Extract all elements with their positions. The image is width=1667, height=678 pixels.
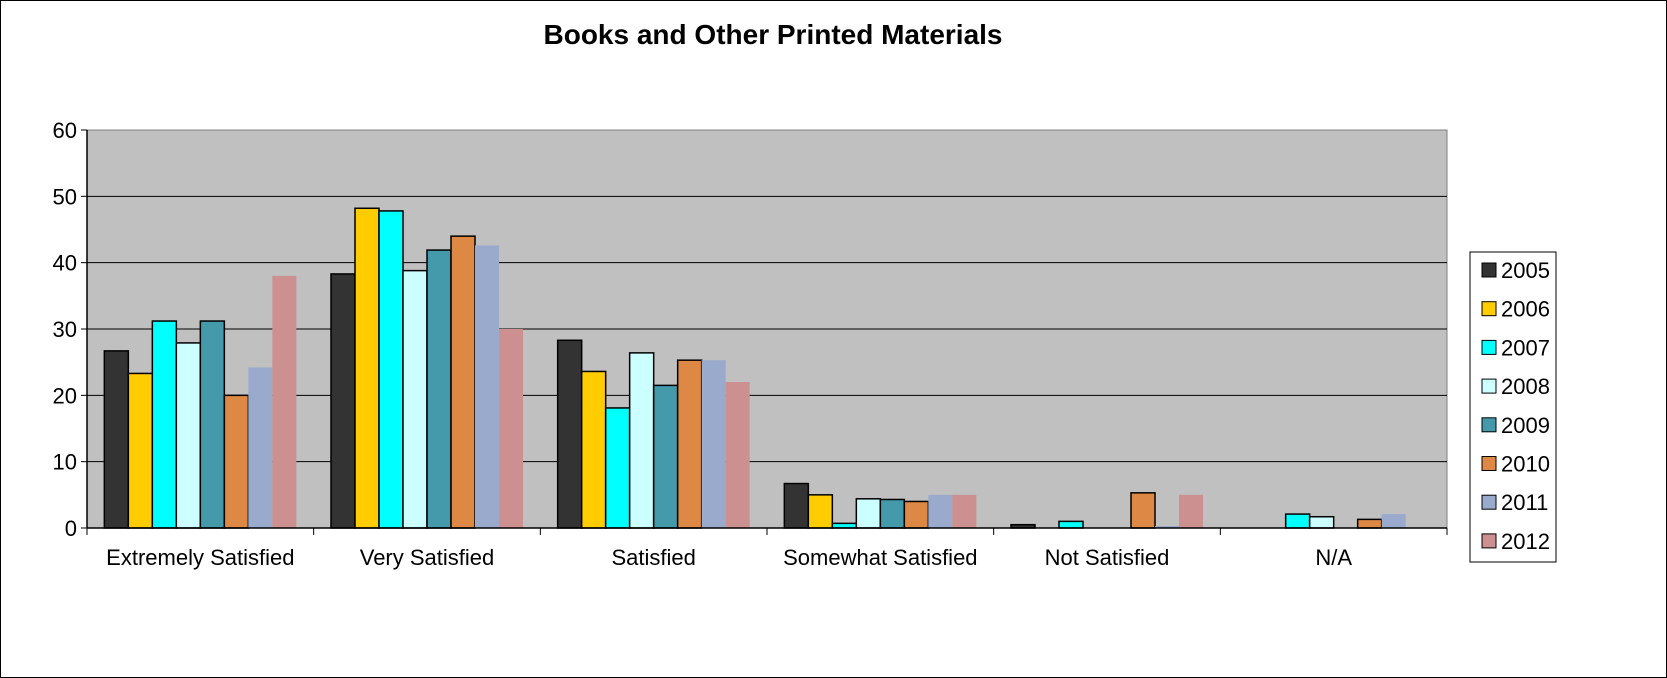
bar-2009-0 xyxy=(199,320,226,529)
bar-2008-2 xyxy=(628,352,655,529)
bar-2005-3 xyxy=(783,482,810,529)
y-tick-label: 30 xyxy=(53,317,77,342)
bar-2010-3 xyxy=(903,500,930,529)
bar-2008-0 xyxy=(175,342,202,529)
bar-2007-0 xyxy=(151,320,178,529)
x-tick-label: Somewhat Satisfied xyxy=(783,545,977,570)
y-tick-label: 10 xyxy=(53,450,77,475)
bar-2005-2 xyxy=(556,339,583,529)
bar-2008-3 xyxy=(855,498,882,529)
bar-2012-2 xyxy=(725,382,750,528)
bar-2005-0 xyxy=(103,350,130,529)
bar-2008-5 xyxy=(1308,515,1335,529)
legend-label-2005: 2005 xyxy=(1501,258,1550,283)
bar-2012-1 xyxy=(499,329,523,528)
bar-2010-2 xyxy=(676,359,703,529)
bar-2009-1 xyxy=(426,249,452,529)
y-tick-label: 20 xyxy=(53,383,77,408)
bar-2007-4 xyxy=(1058,520,1084,529)
y-tick-label: 50 xyxy=(53,184,77,209)
bars xyxy=(103,207,1406,529)
legend-swatch-2007 xyxy=(1481,339,1497,355)
bar-2007-1 xyxy=(378,210,404,529)
legend-swatch-2008 xyxy=(1481,378,1497,394)
x-tick-label: Very Satisfied xyxy=(360,545,495,570)
gridlines xyxy=(87,195,1447,463)
bar-2006-1 xyxy=(354,207,380,529)
legend-swatch-2011 xyxy=(1481,494,1497,510)
bar-2011-3 xyxy=(928,494,953,528)
y-tick-label: 0 xyxy=(65,516,77,541)
bar-2006-3 xyxy=(807,494,834,529)
x-axis-ticks: Extremely Satisfied Very Satisfied Satisfi… xyxy=(86,528,1448,570)
bar-2010-1 xyxy=(450,235,476,529)
y-tick-label: 40 xyxy=(53,251,77,276)
bar-2005-1 xyxy=(330,273,356,529)
x-tick-label: N/A xyxy=(1315,545,1352,570)
bar-2009-2 xyxy=(652,384,679,529)
legend-swatch-2012 xyxy=(1481,533,1497,549)
x-tick-label: Not Satisfied xyxy=(1045,545,1170,570)
bar-2011-5 xyxy=(1381,514,1406,528)
legend-label-2007: 2007 xyxy=(1501,335,1550,360)
bar-2010-4 xyxy=(1130,492,1156,529)
bar-2012-0 xyxy=(272,275,297,528)
bar-2006-0 xyxy=(127,372,154,529)
bar-2011-1 xyxy=(475,245,499,529)
legend-swatch-2010 xyxy=(1481,456,1497,471)
bar-2012-4 xyxy=(1179,494,1203,528)
bar-2007-5 xyxy=(1284,513,1311,529)
bar-2006-2 xyxy=(580,370,607,529)
legend-label-2006: 2006 xyxy=(1501,297,1550,322)
legend: 2005 2006 2007 2008 2009 2010 2011 2012 xyxy=(1469,251,1557,563)
bar-2011-4 xyxy=(1155,526,1179,528)
legend-swatch-2006 xyxy=(1481,301,1497,317)
legend-label-2011: 2011 xyxy=(1501,490,1548,515)
legend-label-2008: 2008 xyxy=(1501,374,1550,399)
legend-swatch-2005 xyxy=(1481,262,1497,278)
bar-2008-1 xyxy=(402,269,428,529)
bar-2010-5 xyxy=(1356,518,1383,529)
chart-title: Books and Other Printed Materials xyxy=(544,19,1003,50)
y-tick-label: 60 xyxy=(53,118,77,143)
bar-2009-3 xyxy=(879,498,906,529)
legend-label-2010: 2010 xyxy=(1501,452,1550,477)
legend-label-2012: 2012 xyxy=(1501,529,1550,554)
bar-2007-2 xyxy=(604,407,631,529)
bar-2010-0 xyxy=(223,394,250,529)
bar-2011-2 xyxy=(701,360,726,528)
y-axis-ticks: 0 10 20 30 40 50 60 xyxy=(53,118,87,541)
x-tick-label: Extremely Satisfied xyxy=(106,545,294,570)
x-tick-label: Satisfied xyxy=(611,545,695,570)
bar-2011-0 xyxy=(248,367,273,528)
legend-label-2009: 2009 xyxy=(1501,413,1550,438)
bar-2012-3 xyxy=(952,494,977,528)
legend-swatch-2009 xyxy=(1481,417,1497,433)
